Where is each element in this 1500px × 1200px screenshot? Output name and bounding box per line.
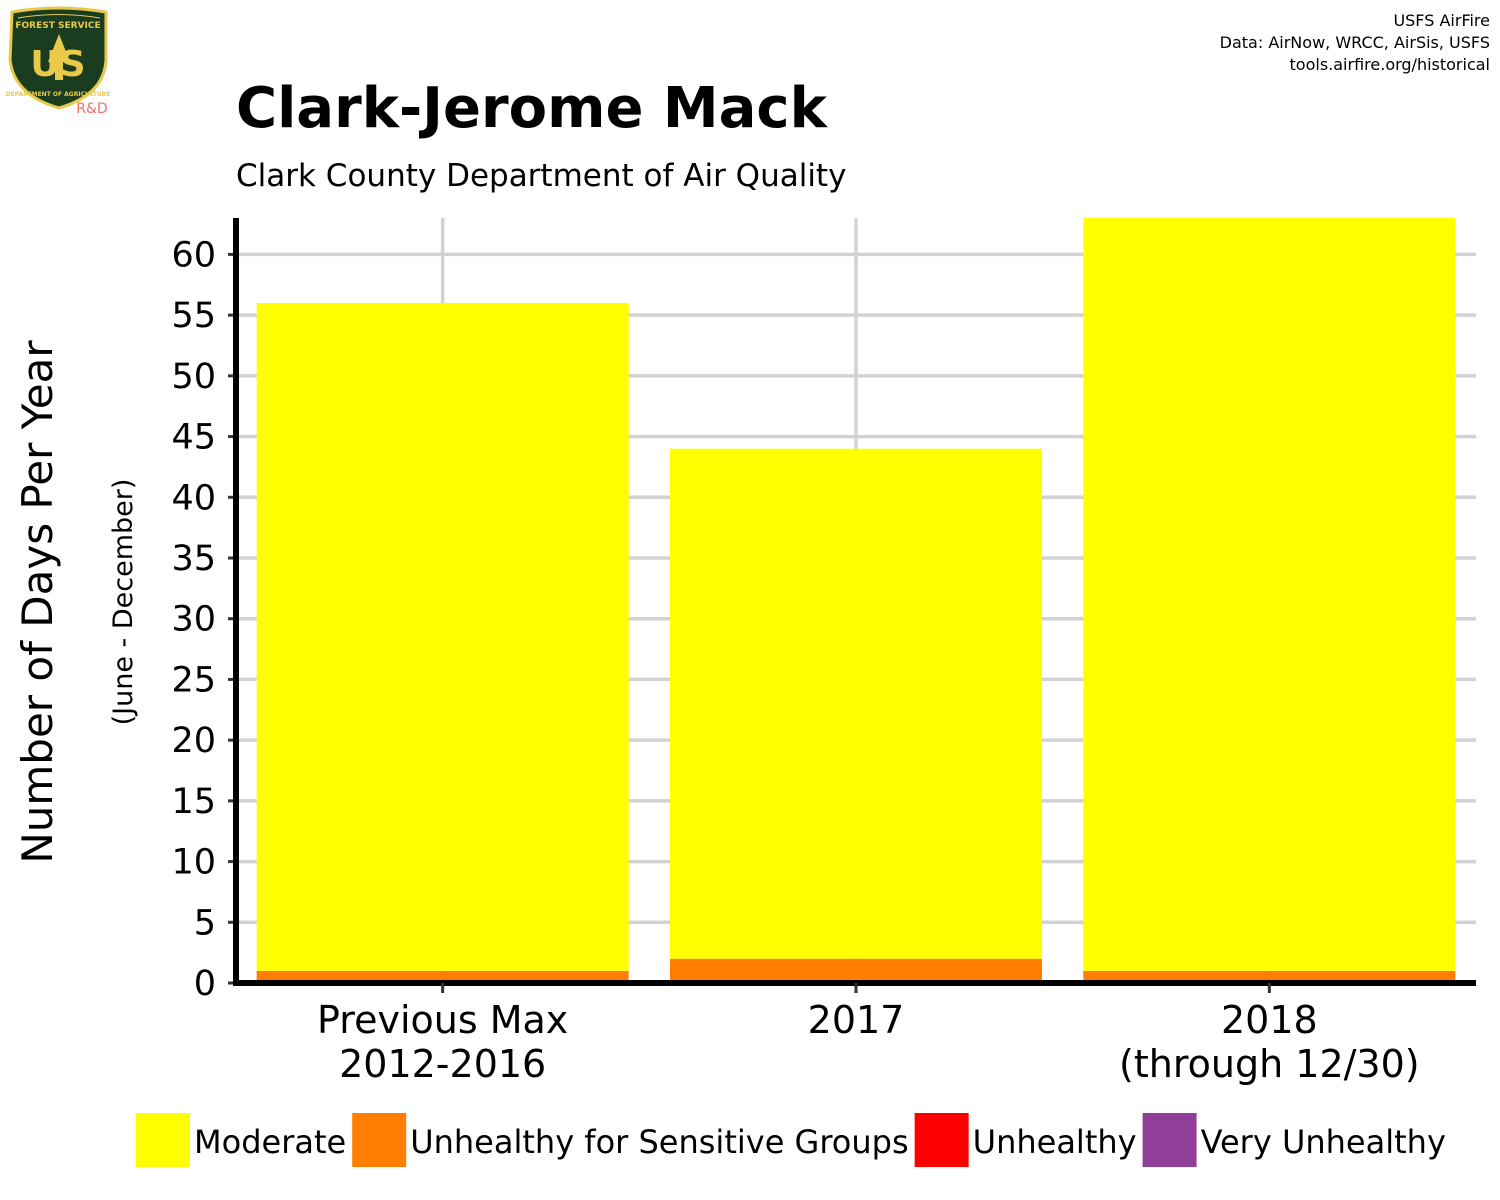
y-tick-label: 55: [171, 296, 216, 336]
bar-segment: [670, 958, 1042, 983]
y-tick-label: 60: [171, 235, 216, 275]
bar-segment: [1083, 970, 1456, 983]
legend-item: Unhealthy for Sensitive Groups: [352, 1113, 909, 1167]
y-tick-label: 10: [171, 843, 216, 883]
chart-title: Clark-Jerome Mack: [236, 76, 829, 141]
legend-label: Unhealthy: [973, 1123, 1137, 1161]
y-tick-label: 20: [171, 721, 216, 761]
y-tick-label: 30: [171, 600, 216, 640]
credit-line-2: Data: AirNow, WRCC, AirSis, USFS: [1220, 33, 1490, 52]
logo-sub: R&D: [76, 101, 107, 117]
y-tick-label: 40: [171, 478, 216, 518]
x-tick-label: 2017: [808, 998, 905, 1042]
y-tick-label: 0: [194, 964, 216, 1004]
y-tick-label: 45: [171, 418, 216, 458]
axes: [228, 218, 1476, 993]
bar-segment: [256, 970, 629, 983]
y-axis-label: Number of Days Per Year: [13, 340, 62, 864]
y-tick-label: 5: [194, 903, 216, 943]
bars: [256, 218, 1456, 983]
y-tick-label: 25: [171, 660, 216, 700]
legend: Moderate Unhealthy for Sensitive Groups Un…: [136, 1113, 1446, 1167]
chart-subtitle: Clark County Department of Air Quality: [236, 158, 846, 194]
legend-item: Very Unhealthy: [1142, 1113, 1446, 1167]
legend-item: Unhealthy: [914, 1113, 1137, 1167]
bar-segment: [1083, 218, 1456, 971]
bar-segment: [256, 303, 629, 971]
logo-arc-top: FOREST SERVICE: [15, 21, 100, 31]
y-tick-label: 50: [171, 357, 216, 397]
x-tick-label: Previous Max: [317, 998, 568, 1042]
bar-segment: [670, 448, 1042, 959]
x-tick-label: 2018: [1221, 998, 1318, 1042]
legend-label: Unhealthy for Sensitive Groups: [410, 1123, 908, 1161]
legend-item: Moderate: [136, 1113, 346, 1167]
legend-swatch: [136, 1113, 190, 1167]
legend-label: Moderate: [194, 1123, 346, 1161]
tick-labels: 0 5 10 15 20 25 30 35 40 45 50 55 60 Previous Max2012…: [171, 235, 1419, 1086]
forest-service-logo: FOREST SERVICE US DEPARTMENT OF AGRICULT…: [6, 6, 111, 117]
x-tick-label: 2012-2016: [339, 1042, 546, 1086]
y-tick-label: 15: [171, 782, 216, 822]
tree-icon: [48, 34, 70, 80]
legend-label: Very Unhealthy: [1201, 1123, 1446, 1161]
legend-swatch: [914, 1113, 969, 1167]
y-tick-label: 35: [171, 539, 216, 579]
x-tick-label: (through 12/30): [1119, 1042, 1420, 1086]
legend-swatch: [352, 1113, 407, 1167]
y-axis-sublabel: (June - December): [108, 479, 139, 726]
logo-arc-bottom: DEPARTMENT OF AGRICULTURE: [6, 91, 111, 98]
credit-line-1: USFS AirFire: [1393, 11, 1490, 30]
credit-line-3: tools.airfire.org/historical: [1290, 55, 1490, 74]
legend-swatch: [1142, 1113, 1197, 1167]
